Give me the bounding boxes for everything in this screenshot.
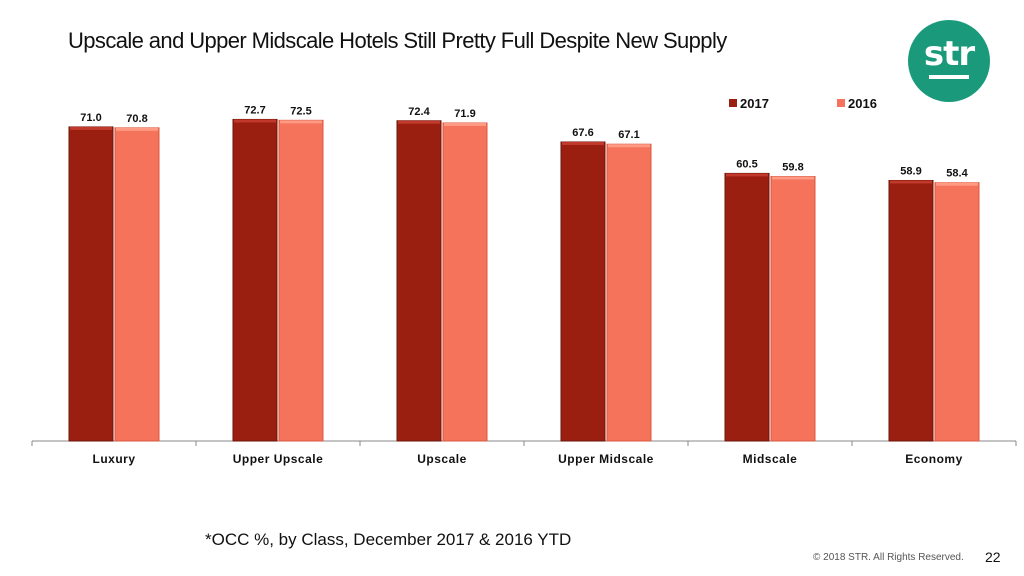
legend-label-2017: 2017	[740, 96, 769, 111]
copyright: © 2018 STR. All Rights Reserved.	[813, 552, 964, 563]
data-label: 72.7	[244, 104, 265, 116]
bar-highlight	[280, 120, 322, 124]
bar-highlight	[772, 176, 814, 180]
bar-2016	[934, 182, 980, 442]
bar-highlight	[398, 120, 440, 124]
bar-2017	[560, 141, 606, 442]
bar-2016	[114, 127, 160, 442]
bar-highlight	[444, 122, 486, 126]
data-label: 71.9	[454, 108, 475, 120]
logo-underline	[929, 75, 969, 79]
bar-highlight	[116, 127, 158, 131]
bar-highlight	[562, 142, 604, 145]
bar-2017	[232, 118, 278, 442]
data-label: 60.5	[736, 158, 757, 170]
bar-highlight	[936, 182, 978, 186]
data-label: 67.1	[618, 129, 639, 141]
bar-2016	[606, 143, 652, 442]
bar-2017	[724, 172, 770, 442]
bar-2017	[888, 179, 934, 442]
legend-label-2016: 2016	[848, 96, 877, 111]
category-label: Upper Upscale	[233, 452, 324, 466]
data-label: 59.8	[782, 162, 803, 174]
data-label: 58.4	[946, 168, 968, 180]
logo-text: str	[923, 34, 975, 74]
bar-2016	[278, 119, 324, 442]
bar-highlight	[234, 119, 276, 123]
bar-2016	[442, 122, 488, 442]
category-label: Upscale	[417, 452, 467, 466]
category-label: Economy	[905, 452, 963, 466]
legend-swatch-2016	[837, 99, 845, 107]
category-label: Upper Midscale	[558, 452, 654, 466]
bar-2017	[68, 126, 114, 442]
occupancy-bar-chart: 71.0 70.8 Luxury 72.7 72.5 Upper Upscale 72.4 7…	[31, 96, 1017, 466]
data-label: 70.8	[126, 113, 147, 125]
bar-2016	[770, 176, 816, 442]
bar-highlight	[70, 126, 112, 130]
bar-highlight	[726, 173, 768, 177]
slide-title: Upscale and Upper Midscale Hotels Still …	[68, 28, 727, 53]
footnote: *OCC %, by Class, December 2017 & 2016 Y…	[205, 530, 572, 549]
category-label: Luxury	[92, 452, 135, 466]
str-logo: str	[908, 20, 990, 102]
data-label: 71.0	[80, 112, 101, 124]
bar-highlight	[608, 144, 650, 148]
category-label: Midscale	[743, 452, 798, 466]
data-label: 58.9	[900, 165, 921, 177]
data-label: 67.6	[572, 127, 593, 139]
data-label: 72.5	[290, 105, 311, 117]
page-number: 22	[985, 549, 1001, 565]
legend-swatch-2017	[729, 99, 737, 107]
bar-highlight	[890, 180, 932, 184]
data-label: 72.4	[408, 106, 430, 118]
bar-2017	[396, 120, 442, 442]
